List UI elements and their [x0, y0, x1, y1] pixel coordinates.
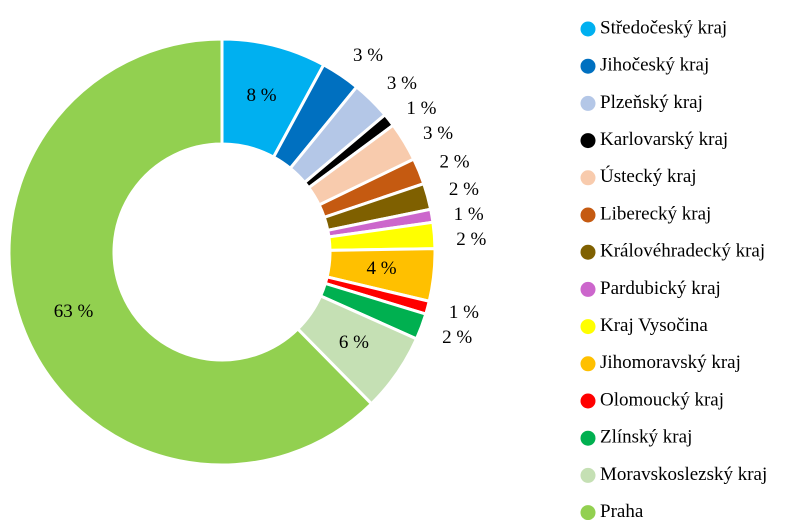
value-label: 3 % — [423, 123, 453, 144]
value-label: 63 % — [54, 301, 94, 322]
value-label: 4 % — [367, 258, 397, 279]
legend-label: Moravskoslezský kraj — [600, 464, 767, 485]
legend-label: Liberecký kraj — [600, 203, 711, 224]
legend-marker — [580, 207, 596, 223]
legend-marker — [580, 244, 596, 260]
value-label: 6 % — [339, 332, 369, 353]
legend-marker — [580, 319, 596, 335]
legend-marker — [580, 467, 596, 483]
value-label: 2 % — [449, 179, 479, 200]
legend-label: Středočeský kraj — [600, 17, 727, 38]
legend-label: Jihomoravský kraj — [600, 352, 741, 373]
value-label: 2 % — [442, 327, 472, 348]
value-label: 8 % — [246, 85, 276, 106]
legend-label: Pardubický kraj — [600, 278, 721, 299]
value-label: 1 % — [454, 204, 484, 225]
legend-marker — [580, 356, 596, 372]
legend-marker — [580, 21, 596, 37]
legend-marker — [580, 281, 596, 297]
legend-marker — [580, 393, 596, 409]
legend-label: Karlovarský kraj — [600, 129, 728, 150]
legend-label: Zlínský kraj — [600, 427, 692, 448]
legend-marker — [580, 430, 596, 446]
legend-marker — [580, 170, 596, 186]
legend-marker — [580, 133, 596, 149]
legend-label: Plzeňský kraj — [600, 92, 703, 113]
value-label: 2 % — [439, 151, 469, 172]
value-label: 1 % — [406, 98, 436, 119]
value-label: 1 % — [449, 302, 479, 323]
legend-label: Kraj Vysočina — [600, 315, 708, 336]
legend-label: Olomoucký kraj — [600, 389, 724, 410]
value-label: 3 % — [353, 45, 383, 66]
legend-marker — [580, 505, 596, 520]
legend-label: Královéhradecký kraj — [600, 241, 765, 262]
value-label: 2 % — [456, 229, 486, 250]
value-label: 3 % — [387, 73, 417, 94]
slice — [7, 37, 374, 467]
legend-marker — [580, 58, 596, 74]
legend-marker — [580, 95, 596, 111]
legend-label: Jihočeský kraj — [600, 55, 709, 76]
legend-label: Praha — [600, 501, 644, 520]
legend-label: Ústecký kraj — [600, 165, 697, 187]
